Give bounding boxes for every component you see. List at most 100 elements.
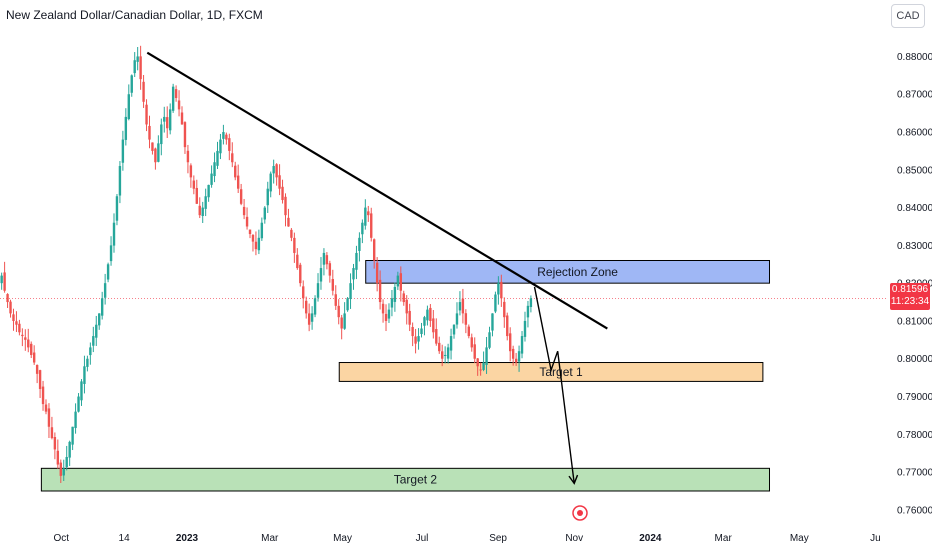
x-tick-label: Sep: [489, 533, 507, 544]
y-tick-label: 0.86000: [897, 128, 932, 139]
candle-body: [254, 241, 258, 250]
candle-body: [216, 150, 219, 166]
y-tick-label: 0.79000: [897, 392, 932, 403]
candle-body: [68, 441, 71, 458]
candle-body: [352, 268, 355, 280]
candle-body: [322, 252, 326, 265]
candle-body: [228, 138, 231, 151]
candle-body: [210, 173, 213, 185]
candle-body: [470, 337, 473, 348]
candle-body: [293, 237, 296, 253]
x-tick-label: Ju: [870, 533, 881, 544]
candle-body: [325, 255, 329, 265]
x-tick-label: 14: [119, 533, 131, 544]
candle-body: [319, 268, 323, 282]
candle-body: [287, 217, 290, 227]
candle-body: [520, 336, 524, 354]
candle-body: [35, 364, 39, 374]
candle-body: [260, 222, 264, 239]
candle-body: [432, 318, 435, 333]
arrowhead-icon: [568, 474, 579, 485]
candle-body: [177, 100, 181, 110]
x-axis[interactable]: Oct 14 2023 Mar May Jul Sep Nov 2024 Mar May Ju: [53, 533, 880, 544]
candle-body: [3, 272, 6, 291]
candle-body: [304, 300, 308, 314]
candle-body: [494, 294, 497, 312]
candle-body: [225, 134, 228, 140]
projection-path: [533, 286, 575, 484]
candle-body: [219, 139, 222, 154]
target-2-label: Target 2: [394, 473, 438, 487]
currency-button[interactable]: CAD: [891, 4, 925, 28]
candle-body: [239, 189, 243, 204]
candle-body: [370, 213, 373, 238]
candle-body: [130, 75, 133, 93]
candle-body: [417, 336, 420, 342]
candle-body: [284, 196, 287, 216]
y-tick-label: 0.88000: [897, 52, 932, 63]
candle-body: [411, 327, 414, 337]
candle-body: [269, 173, 272, 192]
candle-body: [15, 321, 18, 325]
candle-body: [316, 283, 320, 298]
candle-body: [109, 245, 113, 262]
candle-body: [396, 275, 400, 287]
candle-body: [473, 344, 476, 359]
candle-body: [263, 207, 266, 220]
candle-body: [145, 104, 148, 125]
candle-body: [168, 109, 172, 131]
trendline: [146, 51, 608, 330]
bar-countdown: 11:23:34: [890, 296, 930, 307]
candle-body: [402, 293, 405, 303]
candle-body: [414, 336, 417, 344]
candle-body: [426, 309, 429, 321]
rejection-zone-zone: [365, 259, 771, 284]
candle-body: [118, 166, 122, 196]
candle-body: [452, 324, 456, 335]
candle-body: [349, 283, 352, 300]
annotations: [146, 51, 608, 485]
candle-body: [163, 116, 166, 122]
candle-body: [375, 262, 379, 284]
candle-body: [242, 206, 246, 216]
candle-body: [142, 81, 145, 102]
candle-body: [92, 336, 95, 346]
candle-body: [361, 222, 364, 235]
candle-body: [148, 125, 151, 140]
y-tick-label: 0.85000: [897, 165, 932, 176]
candle-body: [479, 369, 482, 371]
candle-body: [328, 263, 332, 276]
y-tick-label: 0.81000: [897, 316, 932, 327]
candle-body: [387, 309, 391, 319]
calendar-event-icon[interactable]: [572, 505, 588, 521]
candle-body: [364, 207, 367, 226]
candle-body: [423, 317, 426, 326]
candle-body: [302, 286, 305, 299]
candle-body: [186, 150, 190, 163]
candle-body: [74, 411, 77, 429]
x-tick-label: Nov: [565, 533, 583, 544]
candle-body: [482, 362, 485, 370]
candle-body: [435, 329, 438, 344]
candle-body: [106, 264, 110, 280]
x-tick-label: May: [790, 533, 809, 544]
candle-body: [12, 314, 15, 321]
candle-body: [511, 348, 515, 359]
candle-body: [53, 437, 57, 450]
y-tick-label: 0.76000: [897, 505, 932, 516]
candle-body: [157, 143, 160, 162]
candle-body: [514, 358, 518, 363]
candle-body: [358, 237, 361, 251]
candle-body: [464, 313, 468, 325]
candle-body: [231, 153, 234, 163]
candle-body: [408, 310, 411, 325]
candles: [0, 45, 533, 483]
candle-body: [367, 211, 370, 216]
candle-body: [56, 450, 60, 465]
candle-body: [98, 313, 101, 326]
y-tick-label: 0.77000: [897, 468, 932, 479]
candle-body: [443, 354, 447, 356]
candle-body: [266, 188, 269, 206]
candle-body: [458, 302, 462, 311]
